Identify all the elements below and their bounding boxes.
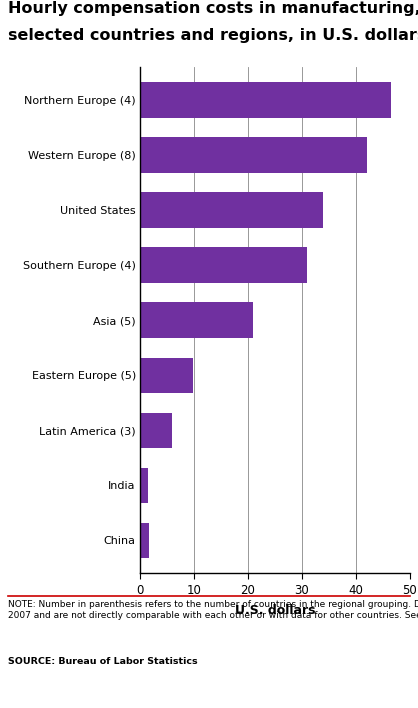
Bar	[140, 302, 253, 338]
Text: SOURCE: Bureau of Labor Statistics: SOURCE: Bureau of Labor Statistics	[8, 657, 198, 666]
X-axis label: U.S. dollars: U.S. dollars	[234, 604, 315, 617]
Text: Hourly compensation costs in manufacturing,: Hourly compensation costs in manufacturi…	[8, 1, 418, 16]
Bar	[140, 523, 149, 559]
Bar	[140, 248, 307, 283]
Bar	[140, 467, 148, 503]
Bar	[140, 413, 172, 448]
Text: selected countries and regions, in U.S. dollars, 2009: selected countries and regions, in U.S. …	[8, 28, 418, 43]
Bar	[140, 358, 193, 393]
Bar	[140, 137, 367, 173]
Bar	[140, 193, 324, 228]
Text: NOTE: Number in parenthesis refers to the number of countries in the regional gr: NOTE: Number in parenthesis refers to th…	[8, 600, 418, 620]
Bar	[140, 82, 391, 118]
